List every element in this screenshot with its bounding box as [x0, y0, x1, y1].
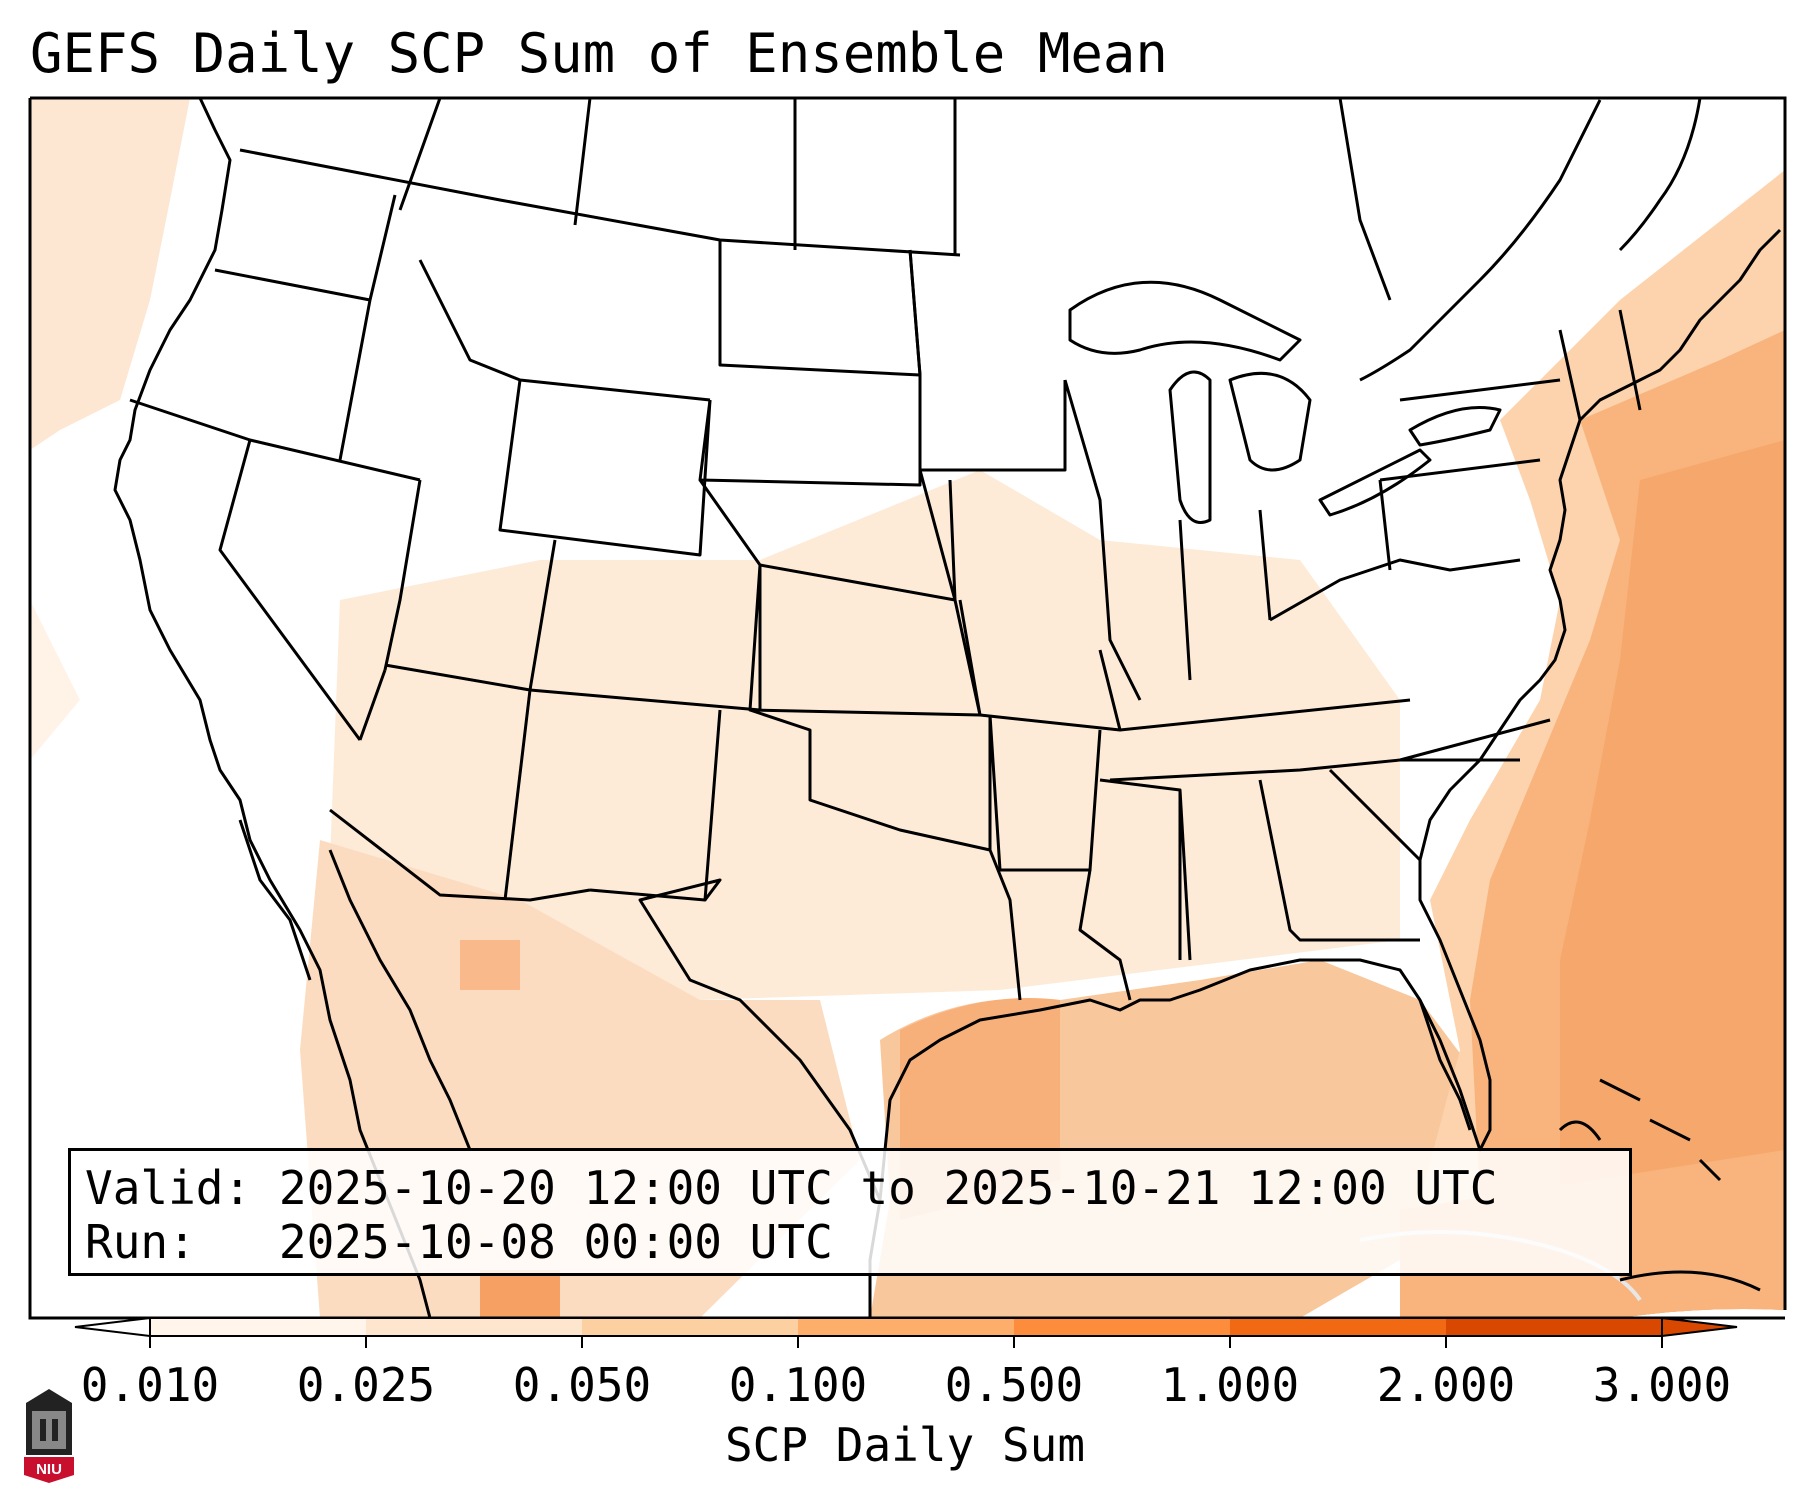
colorbar-outline	[149, 1317, 1663, 1337]
colorbar-segment	[582, 1318, 799, 1336]
colorbar-segment	[1014, 1318, 1231, 1336]
colorbar-segment	[1230, 1318, 1447, 1336]
colorbar-tick-label: 0.100	[728, 1358, 868, 1412]
colorbar-segment	[366, 1318, 583, 1336]
colorbar	[74, 1316, 1738, 1348]
colorbar-tick-label: 0.010	[80, 1358, 220, 1412]
run-value: 2025-10-08 00:00 UTC	[278, 1215, 833, 1269]
colorbar-under-extension	[74, 1316, 151, 1338]
valid-label: Valid:	[85, 1161, 252, 1215]
logo-text: NIU	[36, 1461, 62, 1478]
state-borders	[129, 97, 1642, 1201]
valid-value: 2025-10-20 12:00 UTC to 2025-10-21 12:00…	[278, 1161, 1498, 1215]
niu-logo: NIU	[24, 1389, 74, 1483]
colorbar-tick-label: 0.025	[296, 1358, 436, 1412]
colorbar-segment	[798, 1318, 1015, 1336]
colorbar-tick-label: 1.000	[1160, 1358, 1300, 1412]
map-title: GEFS Daily SCP Sum of Ensemble Mean	[30, 22, 1168, 85]
colorbar-tick-label: 0.050	[512, 1358, 652, 1412]
run-label: Run:	[85, 1215, 196, 1269]
colorbar-tick-label: 0.500	[944, 1358, 1084, 1412]
colorbar-tick-label: 2.000	[1376, 1358, 1516, 1412]
colorbar-segment	[1446, 1318, 1663, 1336]
map-frame-top-right	[30, 96, 1787, 1310]
colorbar-tick-label: 3.000	[1592, 1358, 1732, 1412]
colorbar-label: SCP Daily Sum	[724, 1418, 1086, 1472]
colorbar-over-extension	[1661, 1316, 1738, 1338]
colorbar-segment	[150, 1318, 367, 1336]
coastlines	[113, 97, 1782, 1319]
valid-run-info-box: Valid: 2025-10-20 12:00 UTC to 2025-10-2…	[68, 1148, 1632, 1276]
